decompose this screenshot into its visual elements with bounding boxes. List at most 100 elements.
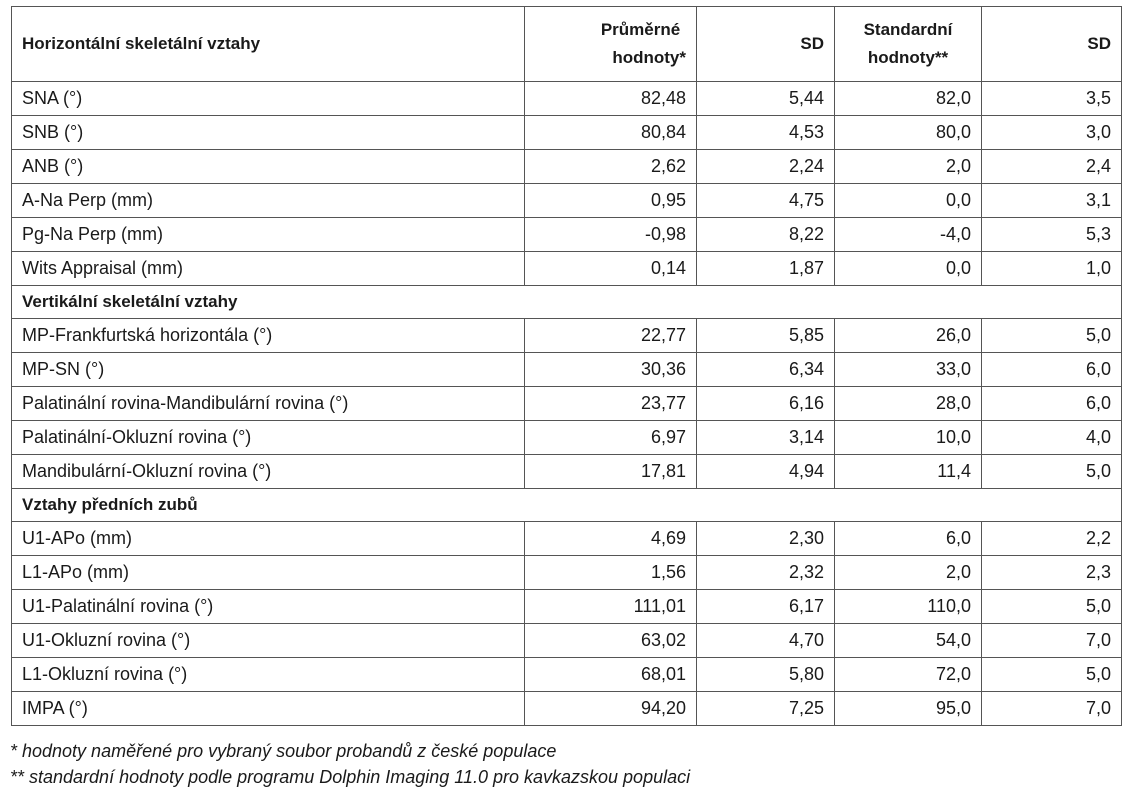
cell-sd-mean: 7,25 [696, 691, 835, 726]
cell-sd-mean: 8,22 [696, 217, 835, 252]
cell-standard: 11,4 [834, 454, 982, 489]
cell-parameter: SNB (°) [11, 115, 525, 150]
cell-standard: 72,0 [834, 657, 982, 692]
table-row: A-Na Perp (mm) 0,95 4,75 0,0 3,1 [11, 183, 1122, 218]
cell-mean: 23,77 [524, 386, 697, 421]
cell-sd-mean: 1,87 [696, 251, 835, 286]
cell-parameter: SNA (°) [11, 81, 525, 116]
cell-sd-mean: 6,16 [696, 386, 835, 421]
cell-mean: 80,84 [524, 115, 697, 150]
cell-mean: 63,02 [524, 623, 697, 658]
cell-standard: 10,0 [834, 420, 982, 455]
header-mean-line1: Průměrné [600, 20, 681, 39]
table-row: Wits Appraisal (mm) 0,14 1,87 0,0 1,0 [11, 251, 1122, 286]
cell-parameter: L1-Okluzní rovina (°) [11, 657, 525, 692]
cell-standard: 2,0 [834, 149, 982, 184]
cell-sd-standard: 3,5 [981, 81, 1122, 116]
table-header-row: Horizontální skeletální vztahy Průměrné … [11, 6, 1122, 82]
cell-sd-standard: 5,3 [981, 217, 1122, 252]
table-body: SNA (°) 82,48 5,44 82,0 3,5 SNB (°) 80,84 4,53 8… [11, 81, 1122, 726]
table-row: Palatinální-Okluzní rovina (°) 6,97 3,14 10… [11, 420, 1122, 455]
cell-sd-mean: 5,85 [696, 318, 835, 353]
cell-mean: 30,36 [524, 352, 697, 387]
cell-mean: 6,97 [524, 420, 697, 455]
cell-sd-standard: 3,0 [981, 115, 1122, 150]
table-row: U1-APo (mm) 4,69 2,30 6,0 2,2 [11, 521, 1122, 556]
cell-parameter: IMPA (°) [11, 691, 525, 726]
table-row: Palatinální rovina-Mandibulární rovina (… [11, 386, 1122, 421]
table-row: SNA (°) 82,48 5,44 82,0 3,5 [11, 81, 1122, 116]
cell-sd-mean: 4,70 [696, 623, 835, 658]
cell-parameter: Palatinální-Okluzní rovina (°) [11, 420, 525, 455]
cephalometric-table-container: Horizontální skeletální vztahy Průměrné … [11, 6, 1122, 726]
cell-parameter: A-Na Perp (mm) [11, 183, 525, 218]
cell-mean: 1,56 [524, 555, 697, 590]
table-row: IMPA (°) 94,20 7,25 95,0 7,0 [11, 691, 1122, 726]
cell-sd-standard: 2,4 [981, 149, 1122, 184]
cell-sd-mean: 5,44 [696, 81, 835, 116]
table-row: SNB (°) 80,84 4,53 80,0 3,0 [11, 115, 1122, 150]
cell-sd-standard: 5,0 [981, 589, 1122, 624]
cell-mean: 0,95 [524, 183, 697, 218]
table-row: U1-Okluzní rovina (°) 63,02 4,70 54,0 7,0 [11, 623, 1122, 658]
section-header-row: Vztahy předních zubů [11, 488, 1122, 522]
cell-mean: 94,20 [524, 691, 697, 726]
cell-mean: 4,69 [524, 521, 697, 556]
cell-parameter: MP-Frankfurtská horizontála (°) [11, 318, 525, 353]
cell-sd-standard: 7,0 [981, 691, 1122, 726]
cell-standard: 0,0 [834, 183, 982, 218]
cell-sd-standard: 5,0 [981, 454, 1122, 489]
header-horizontal-skeletal: Horizontální skeletální vztahy [11, 6, 525, 82]
cell-sd-standard: 7,0 [981, 623, 1122, 658]
cephalometric-values-table: Horizontální skeletální vztahy Průměrné … [11, 6, 1122, 726]
cell-sd-mean: 4,94 [696, 454, 835, 489]
table-row: L1-APo (mm) 1,56 2,32 2,0 2,3 [11, 555, 1122, 590]
cell-sd-mean: 6,17 [696, 589, 835, 624]
cell-parameter: Pg-Na Perp (mm) [11, 217, 525, 252]
header-sd-1: SD [696, 6, 835, 82]
cell-standard: 110,0 [834, 589, 982, 624]
footnote-1: * hodnoty naměřené pro vybraný soubor pr… [10, 741, 557, 761]
cell-sd-standard: 6,0 [981, 352, 1122, 387]
cell-mean: 82,48 [524, 81, 697, 116]
cell-sd-standard: 4,0 [981, 420, 1122, 455]
cell-parameter: ANB (°) [11, 149, 525, 184]
cell-parameter: Palatinální rovina-Mandibulární rovina (… [11, 386, 525, 421]
cell-sd-mean: 2,24 [696, 149, 835, 184]
cell-sd-standard: 2,3 [981, 555, 1122, 590]
cell-mean: 0,14 [524, 251, 697, 286]
cell-mean: 111,01 [524, 589, 697, 624]
table-row: MP-Frankfurtská horizontála (°) 22,77 5,85… [11, 318, 1122, 353]
table-row: ANB (°) 2,62 2,24 2,0 2,4 [11, 149, 1122, 184]
cell-parameter: U1-Okluzní rovina (°) [11, 623, 525, 658]
table-row: L1-Okluzní rovina (°) 68,01 5,80 72,0 5,0 [11, 657, 1122, 692]
cell-sd-mean: 4,53 [696, 115, 835, 150]
cell-standard: 6,0 [834, 521, 982, 556]
cell-sd-mean: 5,80 [696, 657, 835, 692]
cell-parameter: U1-APo (mm) [11, 521, 525, 556]
header-sd-2: SD [981, 6, 1122, 82]
cell-sd-mean: 6,34 [696, 352, 835, 387]
table-row: Mandibulární-Okluzní rovina (°) 17,81 4,94… [11, 454, 1122, 489]
cell-standard: 54,0 [834, 623, 982, 658]
table-row: U1-Palatinální rovina (°) 111,01 6,17 110,0… [11, 589, 1122, 624]
cell-sd-standard: 6,0 [981, 386, 1122, 421]
cell-standard: 28,0 [834, 386, 982, 421]
cell-standard: 80,0 [834, 115, 982, 150]
section-header-row: Vertikální skeletální vztahy [11, 285, 1122, 319]
cell-standard: 2,0 [834, 555, 982, 590]
cell-standard: -4,0 [834, 217, 982, 252]
header-mean-line2: hodnoty* [612, 48, 686, 67]
cell-sd-standard: 5,0 [981, 318, 1122, 353]
cell-mean: 22,77 [524, 318, 697, 353]
cell-sd-mean: 3,14 [696, 420, 835, 455]
cell-standard: 26,0 [834, 318, 982, 353]
footnote-2: ** standardní hodnoty podle programu Dol… [10, 767, 691, 787]
cell-standard: 95,0 [834, 691, 982, 726]
cell-parameter: Mandibulární-Okluzní rovina (°) [11, 454, 525, 489]
cell-standard: 33,0 [834, 352, 982, 387]
header-std-line1: Standardní [863, 20, 953, 39]
cell-sd-mean: 2,32 [696, 555, 835, 590]
cell-sd-standard: 5,0 [981, 657, 1122, 692]
cell-mean: 17,81 [524, 454, 697, 489]
